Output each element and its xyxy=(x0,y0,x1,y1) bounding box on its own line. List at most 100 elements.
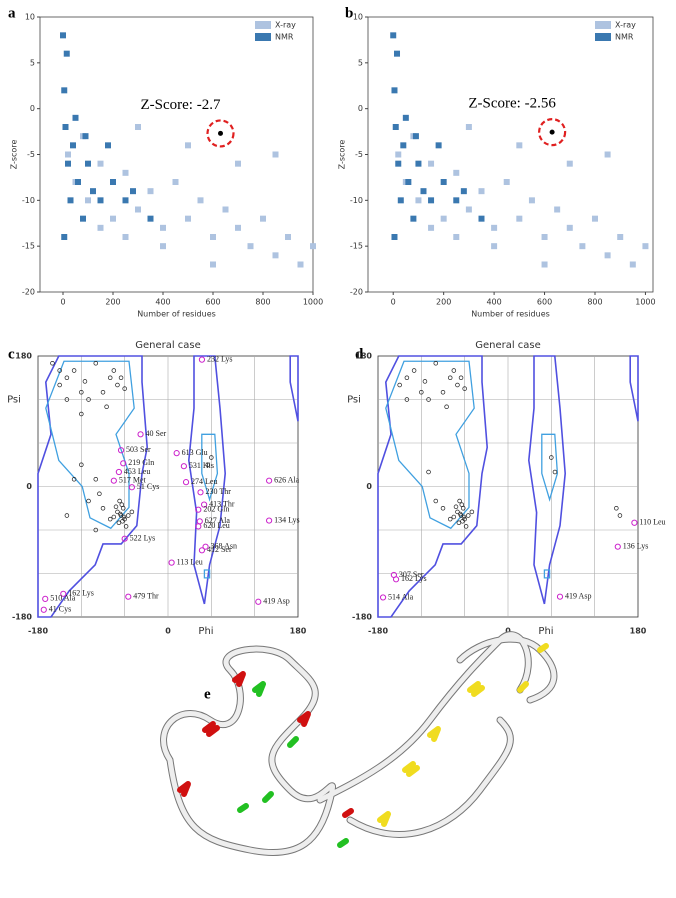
point xyxy=(503,179,510,185)
contour xyxy=(289,355,299,422)
residue-point xyxy=(50,361,55,366)
contour xyxy=(187,355,227,605)
legend-label: X-ray xyxy=(615,21,636,30)
x-tick-label: 600 xyxy=(205,298,220,307)
point xyxy=(428,197,435,204)
outlier-label: 51 Cys xyxy=(137,482,159,491)
residue-point xyxy=(57,382,62,388)
point xyxy=(591,215,598,222)
point xyxy=(554,206,561,213)
point xyxy=(453,197,460,204)
residue-point xyxy=(123,524,129,529)
x-tick-label: 1000 xyxy=(303,298,323,307)
point xyxy=(440,215,447,222)
point xyxy=(397,197,404,204)
point xyxy=(110,215,116,222)
highlight-ring xyxy=(206,119,235,148)
chart-title: General case xyxy=(135,340,201,351)
point xyxy=(604,151,611,158)
point xyxy=(491,243,498,250)
residue-point xyxy=(457,498,462,504)
residue-point xyxy=(113,504,119,510)
outlier-point xyxy=(556,593,564,600)
x-tick-label: 200 xyxy=(436,298,451,307)
x-tick-label: 400 xyxy=(486,298,501,307)
y-tick-label: 5 xyxy=(30,58,35,67)
y-axis-label: Psi xyxy=(347,395,361,406)
residue-point xyxy=(71,477,77,482)
residue-point xyxy=(104,404,109,410)
y-tick-label: -20 xyxy=(350,288,363,297)
highlight-point xyxy=(549,129,555,135)
point xyxy=(629,261,636,268)
residue-point xyxy=(404,375,410,381)
residue-point xyxy=(433,498,439,504)
point xyxy=(428,160,435,167)
contour xyxy=(377,355,489,618)
point xyxy=(260,215,266,222)
residue-point xyxy=(122,386,127,391)
point xyxy=(400,142,407,149)
residue-point xyxy=(397,382,402,388)
outlier-point xyxy=(255,598,262,605)
point xyxy=(222,206,229,213)
point xyxy=(147,215,154,222)
residue-point xyxy=(404,397,410,402)
legend-swatch xyxy=(255,21,271,29)
residue-point xyxy=(459,502,465,507)
point xyxy=(97,224,104,231)
outlier-label: 514 Ala xyxy=(388,592,414,601)
outlier-point xyxy=(120,460,127,467)
point xyxy=(160,224,166,231)
legend-swatch xyxy=(595,21,611,29)
contour xyxy=(45,360,135,530)
point xyxy=(478,215,485,222)
residue-point xyxy=(469,509,475,515)
panel-label: a xyxy=(8,5,16,21)
point xyxy=(390,32,397,39)
highlight-point xyxy=(218,130,223,136)
contour xyxy=(385,360,475,530)
point xyxy=(410,215,417,222)
outlier-label: 219 Gln xyxy=(128,458,154,467)
point xyxy=(247,243,254,250)
outlier-label: 136 Lys xyxy=(623,542,649,551)
outlier-label: 412 Ser xyxy=(207,545,232,554)
residue-point xyxy=(118,375,124,381)
point xyxy=(516,142,523,149)
residue-point xyxy=(79,411,84,417)
outlier-point xyxy=(125,593,132,600)
outlier-point xyxy=(202,543,209,550)
residue-point xyxy=(433,361,439,366)
x-tick-label: 1000 xyxy=(635,298,655,307)
x-axis-label: Phi xyxy=(198,626,213,637)
residue-point xyxy=(444,404,449,410)
y-tick-label: 5 xyxy=(358,58,363,67)
residue-point xyxy=(120,519,125,524)
y-tick-label: 180 xyxy=(355,352,372,361)
outlier-point xyxy=(168,559,175,566)
y-tick-label: -15 xyxy=(22,242,35,251)
point xyxy=(210,234,216,240)
y-tick-label: -20 xyxy=(22,288,35,297)
residue-point xyxy=(64,375,70,381)
point xyxy=(122,197,129,204)
point xyxy=(392,124,399,130)
outlier-label: 274 Leu xyxy=(191,477,217,486)
point xyxy=(122,169,129,176)
residue-point xyxy=(440,506,446,511)
y-tick-label: -5 xyxy=(355,150,363,159)
residue-point xyxy=(440,390,446,395)
y-tick-label: -5 xyxy=(27,150,35,159)
y-tick-label: -180 xyxy=(12,613,32,622)
y-tick-label: 10 xyxy=(25,13,35,22)
point xyxy=(604,252,611,259)
y-tick-label: -15 xyxy=(350,242,363,251)
point xyxy=(453,169,460,176)
point xyxy=(617,234,624,240)
residue-point xyxy=(451,368,457,373)
outlier-label: 522 Lys xyxy=(130,534,156,543)
x-tick-label: 0 xyxy=(391,298,396,307)
annotation: Z-Score: -2.56 xyxy=(468,96,556,112)
